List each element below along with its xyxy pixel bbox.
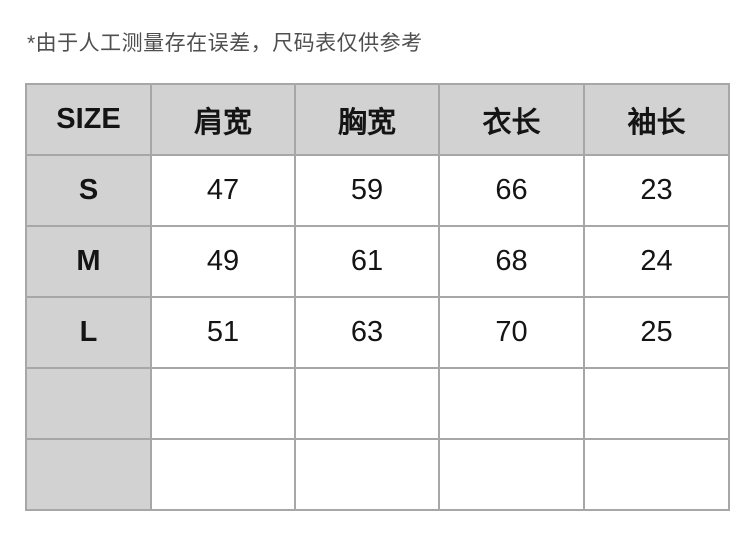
header-cell-garment-length: 衣长 [438, 83, 585, 156]
header-cell-size: SIZE [25, 83, 152, 156]
value-cell: 63 [294, 296, 440, 369]
value-cell: 47 [150, 154, 296, 227]
value-cell: 59 [294, 154, 440, 227]
size-label-cell [25, 438, 152, 511]
header-row: SIZE 肩宽 胸宽 衣长 袖长 [25, 83, 730, 156]
value-cell [438, 438, 585, 511]
value-cell: 24 [583, 225, 730, 298]
value-cell [294, 367, 440, 440]
table-row-empty-1 [25, 367, 730, 440]
value-cell [583, 367, 730, 440]
size-label-cell: S [25, 154, 152, 227]
value-cell: 70 [438, 296, 585, 369]
value-cell: 51 [150, 296, 296, 369]
header-cell-shoulder-width: 肩宽 [150, 83, 296, 156]
size-label-cell: M [25, 225, 152, 298]
header-cell-chest-width: 胸宽 [294, 83, 440, 156]
value-cell [294, 438, 440, 511]
value-cell: 66 [438, 154, 585, 227]
size-label-cell: L [25, 296, 152, 369]
header-cell-sleeve-length: 袖长 [583, 83, 730, 156]
value-cell [150, 367, 296, 440]
table-row-s: S 47 59 66 23 [25, 154, 730, 227]
value-cell: 25 [583, 296, 730, 369]
value-cell [438, 367, 585, 440]
size-label-cell [25, 367, 152, 440]
value-cell: 23 [583, 154, 730, 227]
measurement-disclaimer-note: *由于人工测量存在误差，尺码表仅供参考 [27, 32, 423, 55]
table-row-l: L 51 63 70 25 [25, 296, 730, 369]
table-row-empty-2 [25, 438, 730, 511]
table-row-m: M 49 61 68 24 [25, 225, 730, 298]
value-cell: 68 [438, 225, 585, 298]
value-cell [583, 438, 730, 511]
value-cell: 49 [150, 225, 296, 298]
value-cell: 61 [294, 225, 440, 298]
size-chart-table: SIZE 肩宽 胸宽 衣长 袖长 S 47 59 66 23 M 49 61 6… [25, 83, 730, 511]
value-cell [150, 438, 296, 511]
